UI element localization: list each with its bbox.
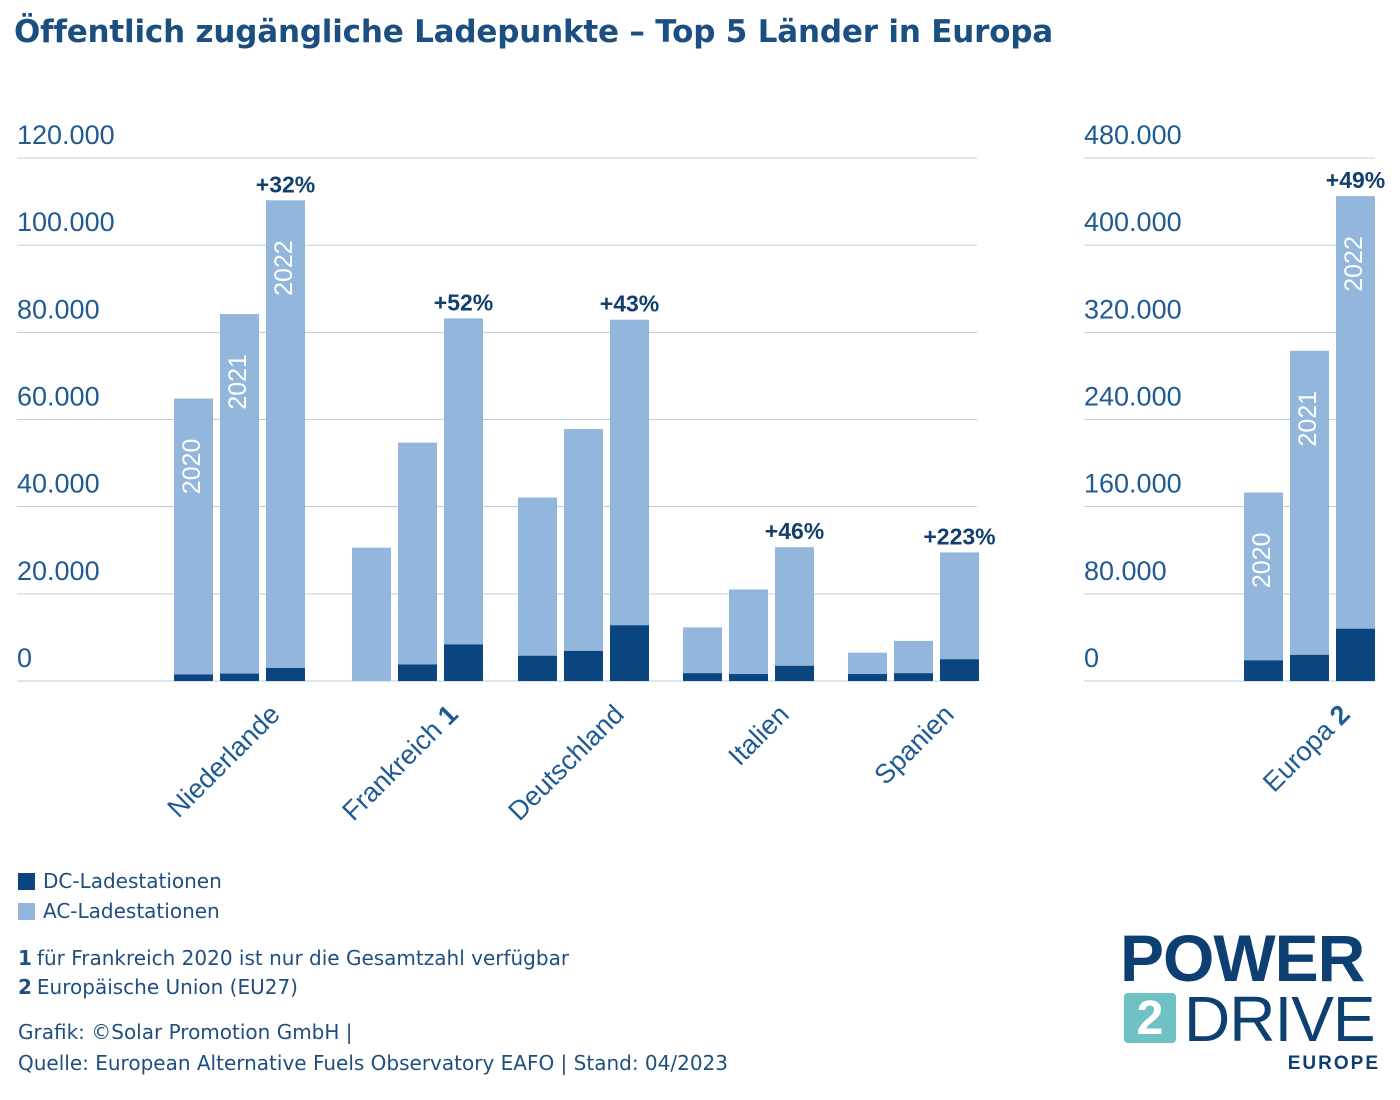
footnote-1-text: für Frankreich 2020 ist nur die Gesamtza… xyxy=(36,946,570,970)
legend-swatch-dc xyxy=(18,872,35,890)
bar-dc-frankreich-2022 xyxy=(444,644,483,681)
bar-ac-niederlande-2022 xyxy=(266,200,305,668)
graphic-credit: Grafik: ©Solar Promotion GmbH | xyxy=(18,1020,353,1044)
bar-ac-italien-2022 xyxy=(775,547,814,666)
y-tick-label: 80.000 xyxy=(17,294,100,324)
bar-dc-spanien-2021 xyxy=(894,673,933,681)
bar-year-label: 2021 xyxy=(1294,391,1322,447)
category-label-italien: Italien xyxy=(723,699,795,771)
logo-numeral-badge: 2 xyxy=(1124,993,1176,1045)
footnotes: 1 für Frankreich 2020 ist nur die Gesamtz… xyxy=(18,946,569,1004)
y-tick-label: 0 xyxy=(1084,643,1099,673)
bar-ac-frankreich-2020 xyxy=(352,547,391,681)
bar-ac-deutschland-2021 xyxy=(564,429,603,651)
footnote-1: 1 für Frankreich 2020 ist nur die Gesamtz… xyxy=(18,946,569,975)
bar-dc-deutschland-2020 xyxy=(518,655,557,681)
growth-label-frankreich: +52% xyxy=(434,289,493,315)
bar-ac-deutschland-2022 xyxy=(610,319,649,626)
logo-drive-text: DRIVE xyxy=(1184,983,1376,1055)
y-tick-label: 0 xyxy=(17,643,32,673)
y-tick-label: 480.000 xyxy=(1084,120,1182,150)
bar-ac-italien-2021 xyxy=(729,589,768,675)
bar-ac-spanien-2021 xyxy=(894,640,933,674)
bar-ac-niederlande-2020 xyxy=(174,398,213,675)
growth-label-deutschland: +43% xyxy=(600,291,659,317)
legend-item-ac: AC-Ladestationen xyxy=(18,896,222,926)
logo-europe-text: EUROPE xyxy=(1287,1053,1380,1074)
y-tick-label: 80.000 xyxy=(1084,556,1167,586)
source-credit: Quelle: European Alternative Fuels Obser… xyxy=(18,1051,728,1075)
y-tick-label: 320.000 xyxy=(1084,294,1182,324)
bar-dc-frankreich-2021 xyxy=(398,664,437,681)
bar-dc-europa-2020 xyxy=(1244,660,1283,681)
bar-dc-deutschland-2022 xyxy=(610,625,649,681)
bar-dc-spanien-2020 xyxy=(848,674,887,681)
category-label-frankreich: Frankreich 1 xyxy=(336,699,463,826)
y-tick-label: 240.000 xyxy=(1084,382,1182,412)
y-tick-label: 20.000 xyxy=(17,556,100,586)
category-footnote-ref: 1 xyxy=(427,699,464,736)
bar-ac-spanien-2020 xyxy=(848,652,887,675)
bar-dc-europa-2022 xyxy=(1336,628,1375,681)
bar-dc-italien-2020 xyxy=(683,673,722,681)
category-label-niederlande: Niederlande xyxy=(162,699,286,823)
bar-ac-deutschland-2020 xyxy=(518,497,557,656)
bar-year-label: 2020 xyxy=(178,439,206,495)
y-tick-label: 40.000 xyxy=(17,469,100,499)
bar-ac-frankreich-2021 xyxy=(398,442,437,665)
bar-dc-niederlande-2022 xyxy=(266,667,305,681)
y-tick-label: 400.000 xyxy=(1084,207,1182,237)
legend-label-ac: AC-Ladestationen xyxy=(43,899,220,923)
charging-points-chart: 0 20.000 40.000 60.000 80.000 100.000 120.000 2… xyxy=(17,120,1385,826)
footnote-1-number: 1 xyxy=(18,946,32,970)
logo-power-text: POWER xyxy=(1120,921,1365,995)
category-footnote-ref: 2 xyxy=(1319,699,1356,736)
y-tick-label: 100.000 xyxy=(17,207,115,237)
bar-dc-europa-2021 xyxy=(1290,654,1329,681)
category-label-spanien: Spanien xyxy=(868,699,959,790)
chart-title: Öffentlich zugängliche Ladepunkte – Top … xyxy=(14,14,1054,50)
y-tick-label: 60.000 xyxy=(17,382,100,412)
power2drive-logo: POWER 2 DRIVE EUROPE xyxy=(1120,925,1380,1075)
bar-dc-niederlande-2021 xyxy=(220,673,259,681)
legend-label-dc: DC-Ladestationen xyxy=(43,869,222,893)
growth-label-europa: +49% xyxy=(1326,167,1385,193)
legend: DC-Ladestationen AC-Ladestationen xyxy=(18,866,222,926)
footnote-2-text: Europäische Union (EU27) xyxy=(36,975,298,999)
footnote-2-number: 2 xyxy=(18,975,32,999)
legend-swatch-ac xyxy=(18,902,35,920)
y-tick-label: 160.000 xyxy=(1084,469,1182,499)
bar-ac-spanien-2022 xyxy=(940,552,979,660)
bar-ac-frankreich-2022 xyxy=(444,318,483,645)
legend-item-dc: DC-Ladestationen xyxy=(18,866,222,896)
bar-ac-niederlande-2021 xyxy=(220,314,259,674)
bar-ac-europa-2022 xyxy=(1336,196,1375,629)
credits: Grafik: ©Solar Promotion GmbH | Quelle: … xyxy=(18,1020,728,1082)
footnote-2: 2 Europäische Union (EU27) xyxy=(18,975,569,1004)
category-label-europa: Europa 2 xyxy=(1257,699,1356,798)
y-tick-label: 120.000 xyxy=(17,120,115,150)
bar-dc-niederlande-2020 xyxy=(174,674,213,681)
bar-year-label: 2022 xyxy=(1340,236,1368,292)
growth-label-spanien: +223% xyxy=(923,523,995,549)
bar-dc-italien-2022 xyxy=(775,665,814,681)
growth-label-italien: +46% xyxy=(765,518,824,544)
category-label-deutschland: Deutschland xyxy=(502,699,629,826)
bar-ac-europa-2020 xyxy=(1244,492,1283,661)
bar-ac-europa-2021 xyxy=(1290,350,1329,655)
bar-year-label: 2021 xyxy=(224,354,252,410)
bar-year-label: 2022 xyxy=(270,240,298,296)
bar-dc-deutschland-2021 xyxy=(564,650,603,681)
bar-dc-italien-2021 xyxy=(729,674,768,681)
growth-label-niederlande: +32% xyxy=(256,171,315,197)
bar-dc-spanien-2022 xyxy=(940,659,979,681)
bar-year-label: 2020 xyxy=(1248,533,1276,589)
bar-ac-italien-2020 xyxy=(683,627,722,674)
